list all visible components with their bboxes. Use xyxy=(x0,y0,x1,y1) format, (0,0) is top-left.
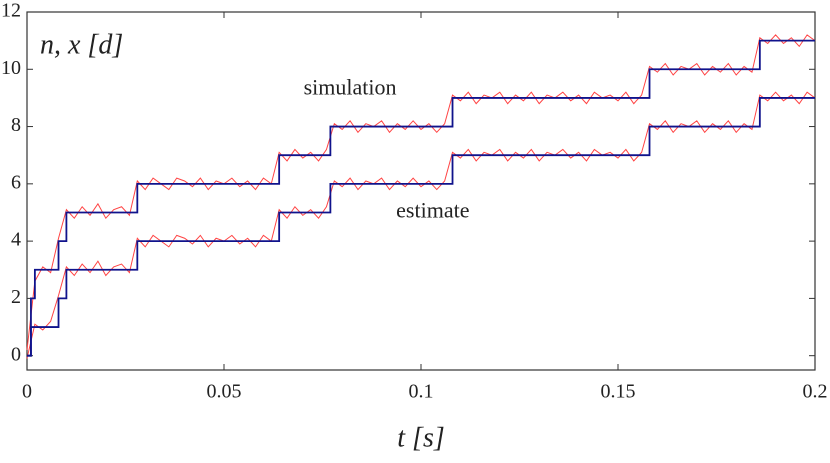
x-tick-label: 0 xyxy=(22,381,32,403)
step-line xyxy=(27,39,815,357)
x-tick-label: 0.1 xyxy=(409,381,434,403)
x-axis-label: t [s] xyxy=(397,422,444,453)
step-line xyxy=(27,97,815,357)
y-tick-label: 0 xyxy=(11,343,21,365)
noisy-line xyxy=(26,34,816,351)
y-tick-label: 8 xyxy=(11,114,21,136)
y-axis-label: n, x [d] xyxy=(40,29,123,60)
annotation: estimate xyxy=(396,198,469,223)
annotation: simulation xyxy=(304,74,397,99)
y-tick-label: 12 xyxy=(1,0,21,22)
y-tick-label: 2 xyxy=(11,286,21,308)
x-tick-label: 0.05 xyxy=(207,381,242,403)
x-tick-label: 0.2 xyxy=(803,381,828,403)
y-tick-label: 6 xyxy=(11,171,21,193)
plot-frame xyxy=(26,11,816,371)
y-tick-label: 4 xyxy=(11,229,21,251)
noisy-line xyxy=(26,91,816,359)
x-tick-label: 0.15 xyxy=(601,381,636,403)
y-tick-label: 10 xyxy=(1,57,21,79)
